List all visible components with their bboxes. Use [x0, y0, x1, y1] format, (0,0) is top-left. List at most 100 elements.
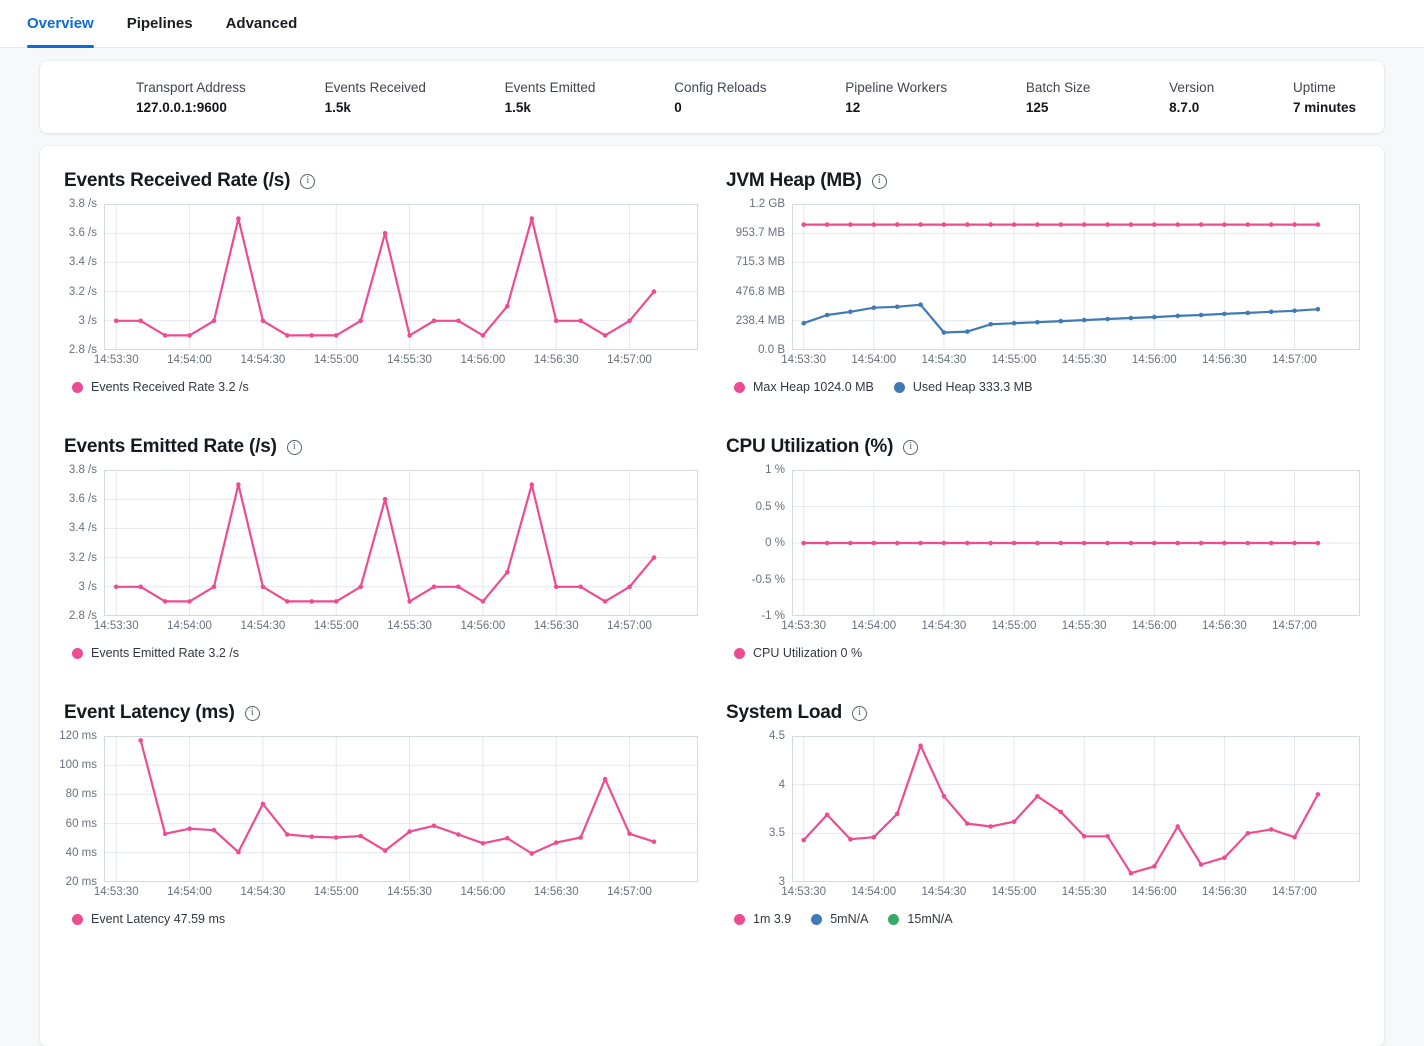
x-tick-label: 14:56:30	[1202, 354, 1247, 366]
data-point	[894, 540, 900, 546]
legend-label: 15mN/A	[907, 912, 953, 926]
data-point	[824, 812, 830, 818]
legend-item[interactable]: 5mN/A	[811, 912, 868, 926]
line-chart[interactable]	[792, 470, 1360, 616]
info-icon[interactable]	[286, 439, 302, 455]
data-point	[162, 333, 168, 338]
chart-canvas	[104, 470, 698, 616]
data-point	[1081, 540, 1087, 546]
data-point	[627, 584, 632, 590]
data-point	[627, 831, 632, 837]
x-tick-label: 14:57:00	[607, 620, 652, 632]
stat-label: Events Received	[324, 79, 426, 95]
legend-item[interactable]: 1m 3.9	[734, 912, 791, 926]
data-point	[187, 333, 192, 338]
legend-item[interactable]: 15mN/A	[888, 912, 953, 926]
data-point	[529, 851, 535, 856]
x-tick-label: 14:57:00	[1272, 886, 1317, 898]
y-tick-label: 0.5 %	[755, 500, 785, 513]
chart-canvas	[792, 204, 1360, 350]
line-chart[interactable]	[792, 736, 1360, 882]
info-icon[interactable]	[903, 439, 919, 455]
line-chart[interactable]	[104, 470, 698, 616]
y-tick-label: 4	[778, 778, 785, 791]
data-point	[407, 333, 412, 338]
info-icon[interactable]	[300, 173, 316, 189]
data-point	[1268, 309, 1274, 315]
data-point	[333, 835, 339, 840]
x-tick-label: 14:56:00	[1131, 620, 1177, 632]
x-tick-label: 14:56:00	[460, 886, 506, 898]
data-point	[113, 318, 119, 324]
data-point	[236, 482, 241, 487]
x-tick-label: 14:53:30	[781, 620, 827, 632]
series-line	[802, 303, 1320, 334]
data-point	[553, 318, 559, 324]
x-tick-label: 14:55:30	[387, 886, 432, 898]
legend-label: CPU Utilization 0 %	[753, 646, 863, 660]
legend-color-dot	[72, 647, 83, 659]
line-chart[interactable]	[104, 736, 698, 882]
data-point	[1128, 540, 1134, 546]
chart-title: System Load	[726, 702, 1360, 724]
data-point	[529, 482, 535, 487]
chart-legend: 1m 3.9 5mN/A 15mN/A	[726, 912, 1360, 926]
tab-advanced[interactable]: Advanced	[226, 0, 298, 47]
data-point	[1268, 540, 1274, 546]
legend-item[interactable]: CPU Utilization 0 %	[734, 646, 862, 660]
chart-title: JVM Heap (MB)	[726, 170, 1360, 192]
legend-item[interactable]: Event Latency 47.59 ms	[72, 912, 225, 926]
data-point	[162, 831, 168, 837]
stat-label: Transport Address	[136, 79, 246, 95]
y-tick-label: -1 %	[761, 610, 785, 622]
info-icon[interactable]	[871, 173, 887, 189]
data-point	[358, 833, 363, 839]
data-point	[602, 776, 608, 782]
x-tick-label: 14:54:00	[851, 354, 897, 366]
x-tick-label: 14:56:30	[533, 354, 579, 366]
data-point	[211, 827, 217, 833]
y-tick-label: 40 ms	[65, 846, 97, 859]
x-tick-label: 14:54:30	[240, 886, 286, 898]
y-tick-label: 3.8 /s	[68, 464, 97, 476]
data-point	[1198, 312, 1204, 318]
legend-item[interactable]: Used Heap 333.3 MB	[893, 380, 1032, 394]
legend-item[interactable]: Events Emitted Rate 3.2 /s	[72, 646, 239, 660]
data-point	[529, 216, 535, 221]
y-tick-label: 2.8 /s	[68, 344, 97, 356]
y-axis: 3.8 /s 3.6 /s 3.4 /s 3.2 /s 3 /s 2.8 /s	[64, 198, 104, 356]
legend-item[interactable]: Events Received Rate 3.2 /s	[72, 380, 249, 394]
data-point	[1292, 834, 1297, 840]
legend-item[interactable]: Max Heap 1024.0 MB	[734, 380, 874, 394]
x-tick-label: 14:57:00	[1272, 620, 1317, 632]
stat-batch-size: Batch Size 125	[1026, 80, 1091, 115]
y-tick-label: 60 ms	[65, 817, 97, 830]
data-point	[918, 743, 923, 748]
tab-pipelines[interactable]: Pipelines	[127, 0, 193, 47]
y-tick-label: 953.7 MB	[735, 227, 785, 240]
data-point	[1222, 540, 1227, 546]
data-point	[1292, 308, 1297, 314]
data-point	[1081, 317, 1087, 323]
info-icon[interactable]	[852, 705, 868, 721]
data-point	[431, 318, 437, 324]
stat-label: Version	[1169, 79, 1215, 95]
data-point	[848, 540, 853, 546]
series-line	[115, 217, 656, 337]
data-point	[456, 584, 461, 590]
tab-overview[interactable]: Overview	[27, 0, 94, 48]
line-chart[interactable]	[792, 204, 1360, 350]
y-tick-label: 3.6 /s	[68, 227, 97, 240]
data-point	[505, 835, 510, 841]
y-tick-label: 20 ms	[65, 876, 97, 888]
data-point	[1175, 540, 1180, 546]
line-chart[interactable]	[104, 204, 698, 350]
x-tick-label: 14:53:30	[93, 620, 139, 632]
x-tick-label: 14:56:00	[460, 354, 506, 366]
stat-value: 1.5k	[324, 99, 351, 115]
x-tick-label: 14:53:30	[93, 354, 139, 366]
data-point	[801, 320, 806, 326]
data-point	[1035, 319, 1040, 325]
info-icon[interactable]	[244, 705, 260, 721]
tab-label: Advanced	[225, 15, 298, 32]
